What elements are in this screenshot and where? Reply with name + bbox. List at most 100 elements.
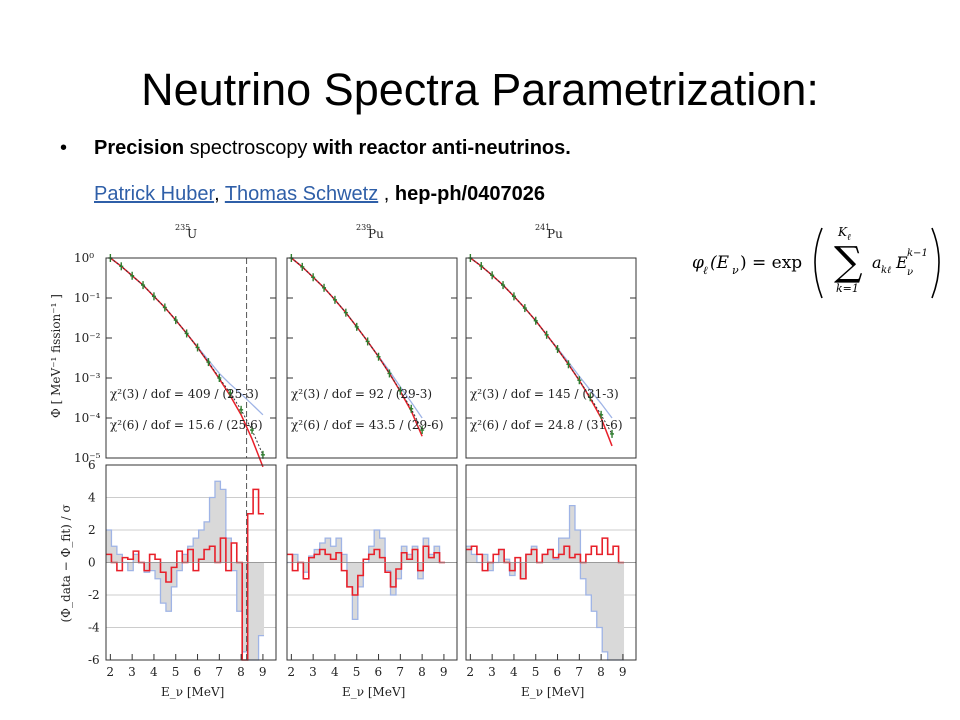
data-curve <box>470 257 613 435</box>
bottom-panel-frame <box>465 464 637 661</box>
formula-term-var-sub: ν <box>907 267 913 278</box>
x-tick-label: 5 <box>532 665 540 679</box>
y-tick-label: 10⁻² <box>74 331 101 345</box>
x-axis-label: E_ν [MeV] <box>161 685 224 699</box>
residual6-histogram <box>287 545 446 596</box>
data-curve <box>291 257 423 431</box>
x-tick-label: 6 <box>554 665 562 679</box>
y-tick-label: 2 <box>88 523 96 537</box>
x-tick-label: 9 <box>259 665 267 679</box>
y-tick-label: 10⁰ <box>74 251 94 265</box>
slide-title: Neutrino Spectra Parametrization: <box>141 64 819 115</box>
chi6-label: χ²(6) / dof = 43.5 / (29-6) <box>291 418 444 432</box>
fit6-curve <box>469 257 613 447</box>
x-tick-label: 2 <box>106 665 114 679</box>
chi6-label: χ²(6) / dof = 24.8 / (31-6) <box>470 418 623 432</box>
x-tick-label: 7 <box>396 665 404 679</box>
formula-lhs: φ <box>692 253 704 273</box>
x-axis-label: E_ν [MeV] <box>342 685 405 699</box>
author-separator: , <box>214 183 225 205</box>
bottom-panel-frame <box>286 464 458 661</box>
residual3-shaded-area <box>466 505 625 660</box>
x-tick-label: 4 <box>331 665 339 679</box>
x-tick-label: 7 <box>215 665 223 679</box>
formula-right-paren <box>931 227 940 299</box>
formula-sum-upper-sub: ℓ <box>847 233 851 243</box>
residual6-histogram <box>466 537 625 580</box>
isotope-label: Pu <box>547 227 563 241</box>
top-panel-frame <box>286 257 458 459</box>
x-tick-label: 4 <box>150 665 158 679</box>
formula-sigma: ∑ <box>834 239 863 285</box>
x-tick-label: 6 <box>375 665 383 679</box>
x-tick-label: 9 <box>440 665 448 679</box>
x-tick-label: 3 <box>309 665 317 679</box>
x-tick-label: 2 <box>466 665 474 679</box>
x-tick-label: 8 <box>597 665 605 679</box>
y-tick-label: -4 <box>88 621 100 635</box>
formula-left-paren <box>814 227 823 299</box>
formula-lhs-arg-sub: ν <box>732 264 739 277</box>
isotope-mass-label: 239 <box>356 223 371 232</box>
isotope-label: U <box>187 227 197 241</box>
x-axis-label: E_ν [MeV] <box>521 685 584 699</box>
fit6-curve <box>109 257 264 468</box>
chi6-label: χ²(6) / dof = 15.6 / (25-6) <box>110 418 263 432</box>
x-tick-label: 5 <box>353 665 361 679</box>
formula-eq: = exp <box>752 253 802 273</box>
top-panel-frame <box>465 257 637 459</box>
formula-sum-lower: k=1 <box>836 282 859 295</box>
reference-id: hep-ph/0407026 <box>394 183 545 205</box>
fit6-curve <box>290 257 423 437</box>
y-tick-label: 10⁻⁵ <box>74 451 101 465</box>
y-tick-label: -2 <box>88 588 100 602</box>
bullet-line: • Precision spectroscopy with reactor ant… <box>60 134 571 162</box>
top-panel-frame <box>105 257 277 459</box>
x-tick-label: 8 <box>237 665 245 679</box>
bullet-plain-text: spectroscopy <box>184 137 313 159</box>
y-tick-label: 4 <box>88 491 96 505</box>
x-tick-label: 5 <box>172 665 180 679</box>
formula-term-var-sup: k−1 <box>907 248 928 259</box>
bullet-dot: • <box>60 137 68 159</box>
residual3-shaded-area <box>106 481 265 660</box>
x-tick-label: 6 <box>194 665 202 679</box>
author-link-huber[interactable]: Patrick Huber <box>94 183 215 205</box>
y-tick-label: 10⁻¹ <box>74 291 100 305</box>
formula-lhs-close: ) <box>740 253 747 273</box>
bottom-panel-frame <box>105 464 277 661</box>
chi3-label: χ²(3) / dof = 409 / (25-3) <box>110 387 259 401</box>
isotope-mass-label: 235 <box>175 223 190 232</box>
formula-term-var: E <box>895 253 908 272</box>
residual3-shaded-area <box>287 530 446 620</box>
y-tick-label: 6 <box>88 458 96 472</box>
formula-term: a <box>872 253 882 272</box>
formula-sum-upper: K <box>837 225 848 239</box>
x-tick-label: 2 <box>287 665 295 679</box>
y-tick-label: -6 <box>88 653 100 667</box>
formula-lhs-sub: ℓ <box>703 264 708 277</box>
data-curve <box>110 257 264 456</box>
x-tick-label: 3 <box>128 665 136 679</box>
chi3-label: χ²(3) / dof = 145 / (31-3) <box>470 387 619 401</box>
author-line: Patrick Huber, Thomas Schwetz , hep-ph/0… <box>94 180 545 208</box>
x-tick-label: 7 <box>575 665 583 679</box>
y-axis-label-top: Φ [ MeV⁻¹ fission⁻¹ ] <box>49 294 63 418</box>
reference-separator: , <box>378 183 395 205</box>
chi3-label: χ²(3) / dof = 92 / (29-3) <box>291 387 432 401</box>
bullet-bold-precision: Precision <box>94 137 185 159</box>
y-axis-label-bottom: (Φ_data − Φ_fit) / σ <box>59 504 73 622</box>
x-tick-label: 8 <box>418 665 426 679</box>
isotope-label: Pu <box>368 227 384 241</box>
bullet-bold-tail: with reactor anti-neutrinos. <box>313 137 571 159</box>
author-link-schwetz[interactable]: Thomas Schwetz <box>224 183 379 205</box>
x-tick-label: 9 <box>619 665 627 679</box>
formula-lhs-arg: (E <box>710 253 730 273</box>
y-tick-label: 10⁻⁴ <box>74 411 101 425</box>
y-tick-label: 10⁻³ <box>74 371 101 385</box>
spectrum-formula: φ ℓ (E ν ) = exp ∑ K ℓ k=1 a kℓ E ν k−1 <box>692 225 940 299</box>
formula-term-sub: kℓ <box>881 265 891 276</box>
y-tick-label: 0 <box>88 556 96 570</box>
isotope-mass-label: 241 <box>535 223 550 232</box>
